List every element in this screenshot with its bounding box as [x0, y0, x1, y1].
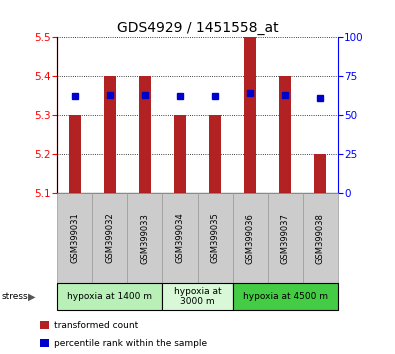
Text: percentile rank within the sample: percentile rank within the sample: [54, 338, 207, 348]
Text: GSM399035: GSM399035: [211, 213, 220, 263]
Text: ▶: ▶: [28, 291, 36, 302]
Bar: [314, 154, 326, 193]
Bar: [69, 115, 81, 193]
Text: GSM399038: GSM399038: [316, 213, 325, 263]
Text: GSM399037: GSM399037: [280, 213, 290, 263]
Bar: [209, 115, 221, 193]
Title: GDS4929 / 1451558_at: GDS4929 / 1451558_at: [117, 21, 278, 35]
Bar: [139, 76, 151, 193]
Text: hypoxia at 1400 m: hypoxia at 1400 m: [68, 292, 152, 301]
Text: GSM399036: GSM399036: [246, 213, 255, 263]
Text: GSM399033: GSM399033: [140, 213, 149, 263]
Text: stress: stress: [2, 292, 28, 301]
Text: hypoxia at
3000 m: hypoxia at 3000 m: [174, 287, 221, 306]
Text: GSM399034: GSM399034: [175, 213, 184, 263]
Text: GSM399032: GSM399032: [105, 213, 115, 263]
Bar: [104, 76, 116, 193]
Text: transformed count: transformed count: [54, 321, 138, 330]
Bar: [174, 115, 186, 193]
Text: GSM399031: GSM399031: [70, 213, 79, 263]
Text: hypoxia at 4500 m: hypoxia at 4500 m: [243, 292, 327, 301]
Bar: [244, 37, 256, 193]
Bar: [279, 76, 291, 193]
